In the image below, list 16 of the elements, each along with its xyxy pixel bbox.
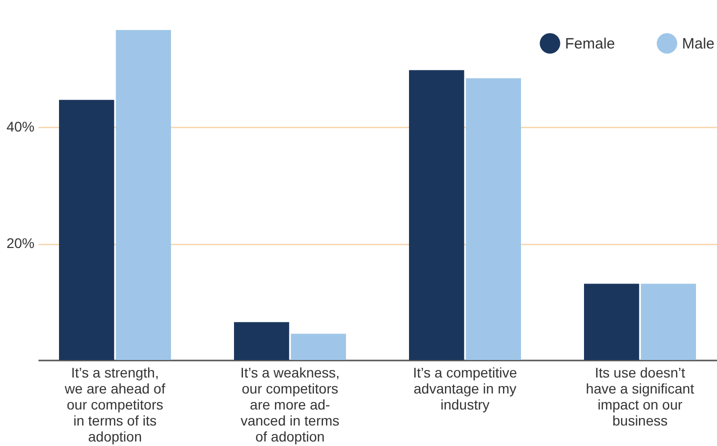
y-tick-label: 40%: [6, 118, 34, 135]
x-tick-label: It’s a competitive advantage in my industry: [412, 364, 518, 412]
bar: [466, 78, 521, 360]
bar: [409, 70, 464, 360]
x-tick-label: Its use doesn’t have a significant impact on our business: [586, 364, 694, 428]
x-tick-label: It’s a strength, we are ahead of our competitors in terms of its adoption: [64, 364, 166, 444]
legend-label: Female: [565, 35, 616, 52]
x-tick-label: It’s a weakness, our competitors are more ad- vanced in terms of adoption: [240, 364, 340, 444]
bar: [290, 334, 346, 360]
legend-label: Male: [682, 35, 715, 52]
bar: [640, 284, 696, 360]
bar: [59, 100, 114, 360]
bar: [234, 322, 290, 360]
y-tick-label: 20%: [6, 235, 34, 252]
bar: [116, 30, 171, 360]
bar: [584, 284, 640, 360]
